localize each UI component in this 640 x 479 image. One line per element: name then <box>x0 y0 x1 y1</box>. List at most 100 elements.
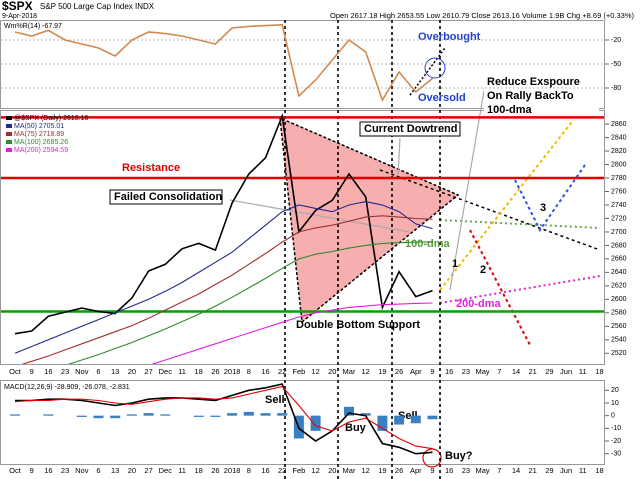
date: 9-Apr-2018 <box>2 13 37 20</box>
x-tick-label: 21 <box>529 466 537 475</box>
x-tick-label: 18 <box>595 367 603 376</box>
histogram-bar <box>260 413 271 416</box>
annotation: 100-dma <box>405 238 451 250</box>
annotation: Double Bottom Support <box>296 319 420 331</box>
x-tick-label: 20 <box>328 466 336 475</box>
y-tick-label: 2640 <box>611 269 627 276</box>
x-tick-label: 12 <box>362 466 370 475</box>
x-tick-label: 2018 <box>224 367 241 376</box>
x-tick-label: Apr <box>410 466 422 475</box>
y-tick-label: -50 <box>611 61 621 68</box>
annotation: Overbought <box>418 31 481 43</box>
y-tick-label: 2680 <box>611 242 627 249</box>
histogram-bar <box>344 406 354 416</box>
histogram-bar <box>43 414 54 416</box>
x-tick-label: 8 <box>247 367 251 376</box>
x-tick-label: 16 <box>261 466 269 475</box>
series-line <box>14 23 434 102</box>
y-tick-label: 2600 <box>611 296 627 303</box>
x-tick-label: Jun <box>560 466 572 475</box>
plot-area <box>1 112 604 364</box>
x-tick-label: Feb <box>292 466 305 475</box>
y-tick-label: 0 <box>611 413 615 420</box>
annotation: Current Dowtrend <box>364 123 458 135</box>
x-tick-label: Mar <box>343 367 356 376</box>
y-tick-label: 10 <box>611 400 619 407</box>
y-tick-label: 2820 <box>611 148 627 155</box>
x-tick-label: 18 <box>195 367 203 376</box>
projection <box>439 117 576 291</box>
x-tick-label: Jun <box>560 367 572 376</box>
note-box <box>484 74 599 120</box>
pointer <box>397 137 401 176</box>
x-tick-label: 27 <box>144 367 152 376</box>
x-tick-label: 9 <box>30 367 34 376</box>
series-line <box>67 241 433 364</box>
histogram-bar <box>10 414 20 416</box>
x-tick-label: 13 <box>111 466 119 475</box>
histogram-bar <box>126 414 137 416</box>
annotation: 2 <box>480 264 486 276</box>
x-tick-label: 12 <box>311 466 319 475</box>
histogram-bar <box>427 415 438 420</box>
legend-label: MA(75) 2718.89 <box>14 131 64 138</box>
x-tick-label: 16 <box>445 367 453 376</box>
label-box <box>359 121 461 137</box>
y-tick-label: 2720 <box>611 215 627 222</box>
histogram-bar <box>93 415 104 419</box>
label-box <box>109 189 223 205</box>
annotation: Resistance <box>122 162 180 174</box>
series-line <box>151 302 433 364</box>
x-tick-label: 16 <box>445 466 453 475</box>
x-tick-label: 13 <box>111 367 119 376</box>
x-tick-label: 29 <box>545 466 553 475</box>
pointer <box>449 84 486 291</box>
panel-frame <box>0 380 605 465</box>
x-tick-label: 23 <box>61 466 69 475</box>
pointer <box>229 199 411 233</box>
x-tick-label: 14 <box>512 367 520 376</box>
histogram-bar <box>394 415 405 425</box>
annotation: Failed Consolidation <box>114 191 222 203</box>
y-tick-label: 2520 <box>611 350 627 357</box>
x-tick-label: Dec <box>159 367 173 376</box>
x-tick-label: 12 <box>362 367 370 376</box>
x-tick-label: Feb <box>292 367 305 376</box>
x-tick-label: 23 <box>462 367 470 376</box>
x-tick-label: Oct <box>9 367 22 376</box>
legend-label: MA(100) 2685.26 <box>14 139 68 146</box>
x-tick-label: 26 <box>211 466 219 475</box>
legend-label: MA(50) 2705.01 <box>14 123 64 130</box>
y-tick-label: 2740 <box>611 202 627 209</box>
panel-frame <box>0 20 605 109</box>
y-tick-label: 2660 <box>611 256 627 263</box>
plot-area <box>10 383 438 455</box>
quote: Open 2617.18 High 2653.55 Low 2610.79 Cl… <box>330 11 634 20</box>
y-tick-label: 2540 <box>611 337 627 344</box>
histogram-bar <box>360 413 371 416</box>
histogram-bar <box>193 415 204 417</box>
y-tick-label: 2620 <box>611 283 627 290</box>
x-tick-label: May <box>476 367 490 376</box>
trend-line <box>439 275 601 304</box>
x-tick-label: 11 <box>579 367 587 376</box>
legend-label: @$SPX (Daily) 2613.16 <box>14 115 89 122</box>
panel-title: MACD(12,26,9) -28.909, -26.078, -2.831 <box>4 384 130 391</box>
x-tick-label: 12 <box>311 367 319 376</box>
annotation: 200-dma <box>456 298 502 310</box>
y-tick-label: 2800 <box>611 161 627 168</box>
y-tick-label: 2860 <box>611 121 627 128</box>
x-tick-label: 9 <box>430 367 434 376</box>
legend-swatch <box>6 148 12 152</box>
x-tick-label: 14 <box>512 466 520 475</box>
plot-area <box>1 23 604 102</box>
x-tick-label: May <box>476 466 490 475</box>
y-tick-label: 20 <box>611 387 619 394</box>
trend-line <box>439 219 601 229</box>
panel-frame <box>0 110 605 365</box>
x-tick-label: 21 <box>529 367 537 376</box>
y-tick-label: -80 <box>611 85 621 92</box>
x-tick-label: 16 <box>44 466 52 475</box>
annotation: Buy? <box>445 450 473 462</box>
x-tick-label: 18 <box>595 466 603 475</box>
